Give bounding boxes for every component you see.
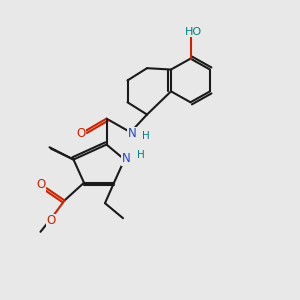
- Text: H: H: [142, 131, 150, 141]
- Text: N: N: [128, 127, 136, 140]
- Text: N: N: [122, 152, 130, 165]
- Text: H: H: [137, 150, 145, 160]
- Text: O: O: [37, 178, 46, 191]
- Text: O: O: [76, 127, 85, 140]
- Text: HO: HO: [185, 27, 202, 37]
- Text: O: O: [46, 214, 56, 227]
